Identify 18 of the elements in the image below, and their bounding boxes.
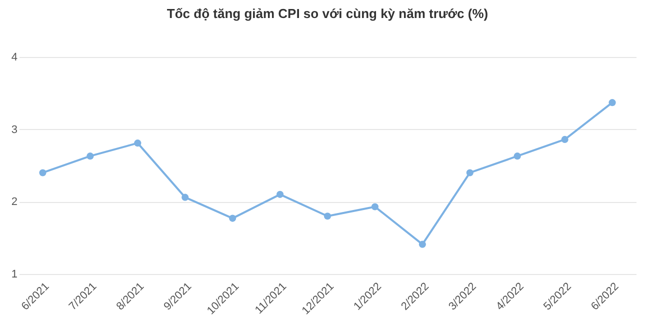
point <box>608 99 616 106</box>
chart-title: Tốc độ tăng giảm CPI so với cùng kỳ năm trước (%) <box>166 6 488 21</box>
point <box>514 152 521 160</box>
point <box>182 194 189 201</box>
point <box>276 190 284 198</box>
y-tick-label: 3 <box>11 124 18 136</box>
point <box>561 136 568 143</box>
y-tick-label: 2 <box>11 196 18 208</box>
point <box>39 169 46 176</box>
point <box>324 212 332 220</box>
y-tick-label: 4 <box>11 52 18 64</box>
point <box>86 152 94 160</box>
point <box>418 240 426 248</box>
point <box>134 140 142 147</box>
y-tick-label: 1 <box>11 268 18 280</box>
point <box>229 214 236 222</box>
point <box>371 203 378 210</box>
point <box>466 169 474 176</box>
